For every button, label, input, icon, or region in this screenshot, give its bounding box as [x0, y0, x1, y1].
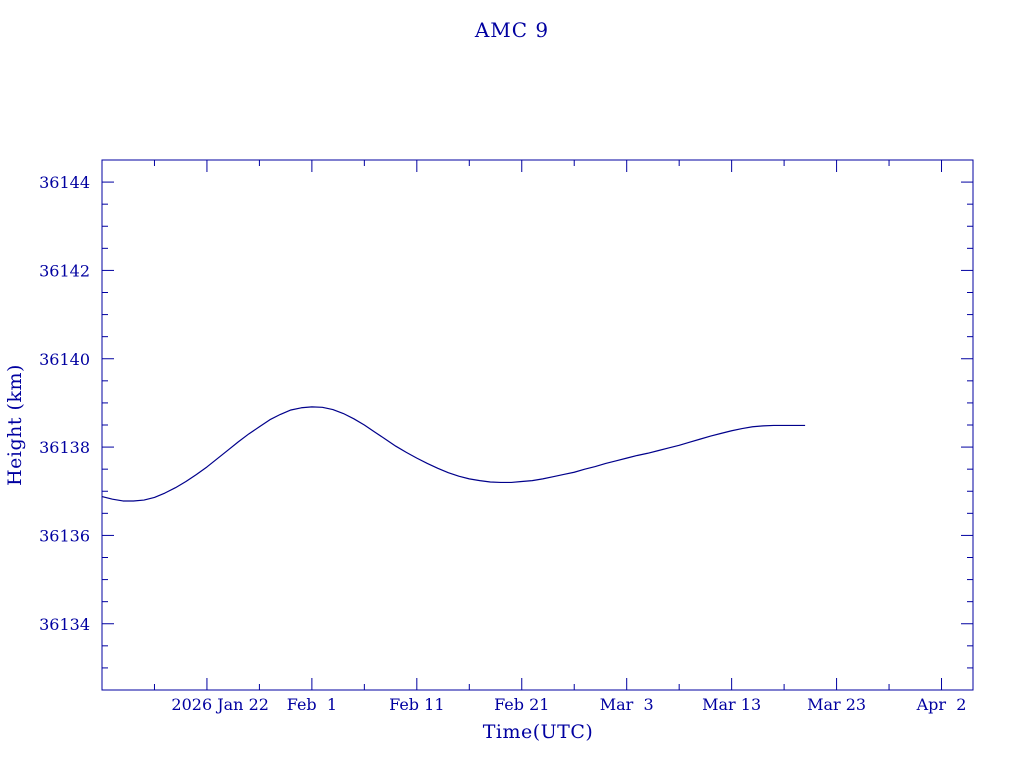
y-tick-label: 36136: [39, 526, 90, 545]
y-tick-label: 36144: [39, 173, 90, 192]
x-tick-label: 2026 Jan 22: [171, 695, 269, 714]
plot-frame: [101, 159, 974, 691]
chart-title: AMC 9: [474, 18, 549, 42]
x-tick-label: Mar 23: [807, 695, 866, 714]
x-tick-label: Mar 3: [600, 695, 654, 714]
x-tick-label: Mar 13: [702, 695, 761, 714]
x-tick-label: Apr 2: [916, 695, 967, 714]
x-tick-label: Feb 1: [287, 695, 337, 714]
tick-labels: 36134 36136 36138 36140 36142 36144 2026 Jan 2…: [39, 173, 966, 714]
y-tick-label: 36134: [39, 615, 90, 634]
series-line: [101, 406, 806, 502]
axis-ticks: [101, 159, 973, 691]
y-tick-label: 36142: [39, 261, 90, 280]
x-tick-label: Feb 21: [494, 695, 549, 714]
y-axis-title: Height (km): [4, 364, 26, 486]
x-tick-label: Feb 11: [389, 695, 444, 714]
x-axis-title: Time(UTC): [483, 721, 594, 743]
y-tick-label: 36138: [39, 438, 90, 457]
y-tick-label: 36140: [39, 350, 90, 369]
